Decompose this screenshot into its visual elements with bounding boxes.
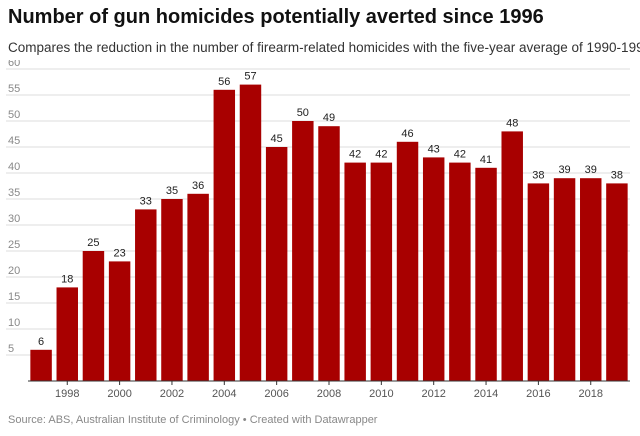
bar	[239, 84, 262, 381]
bar	[606, 183, 628, 381]
bar	[161, 199, 183, 381]
data-label: 42	[349, 149, 361, 161]
data-label: 38	[532, 169, 544, 181]
bar	[135, 209, 157, 381]
x-tick-label: 2002	[160, 388, 184, 400]
data-label: 25	[87, 237, 99, 249]
x-tick-label: 2006	[264, 388, 288, 400]
y-tick-label: 15	[8, 291, 20, 303]
x-tick-label: 2008	[317, 388, 341, 400]
bar	[318, 126, 340, 381]
bar	[422, 157, 445, 381]
source-note: Source: ABS, Australian Institute of Cri…	[8, 414, 378, 426]
bar	[553, 178, 576, 381]
data-label: 23	[113, 247, 125, 259]
bar	[265, 147, 288, 381]
x-tick-label: 2014	[474, 388, 498, 400]
y-tick-label: 20	[8, 265, 20, 277]
data-label: 41	[480, 154, 492, 166]
data-label: 45	[271, 133, 283, 145]
bar	[501, 131, 523, 381]
y-tick-label: 30	[8, 213, 20, 225]
bar	[475, 167, 497, 381]
y-tick-label: 10	[8, 317, 20, 329]
x-tick-label: 2010	[369, 388, 393, 400]
bar	[56, 287, 78, 381]
bar	[580, 178, 602, 381]
data-label: 18	[61, 273, 73, 285]
y-tick-label: 55	[8, 83, 20, 95]
data-label: 46	[401, 128, 413, 140]
bar	[30, 349, 52, 381]
bar	[292, 121, 314, 381]
x-tick-label: 2000	[107, 388, 131, 400]
data-label: 38	[611, 169, 623, 181]
x-tick-label: 2012	[421, 388, 445, 400]
data-label: 48	[506, 117, 518, 129]
data-label: 39	[558, 164, 570, 176]
y-tick-label: 60	[8, 60, 20, 69]
y-tick-label: 35	[8, 187, 20, 199]
data-label: 35	[166, 185, 178, 197]
y-tick-label: 25	[8, 239, 20, 251]
y-tick-label: 40	[8, 161, 20, 173]
y-tick-label: 45	[8, 135, 20, 147]
y-tick-label: 5	[8, 343, 14, 355]
x-tick-label: 2016	[526, 388, 550, 400]
chart-subtitle: Compares the reduction in the number of …	[8, 40, 640, 55]
bar	[82, 251, 105, 381]
data-label: 39	[585, 164, 597, 176]
data-label: 6	[38, 336, 44, 348]
bar	[527, 183, 550, 381]
data-label: 57	[244, 71, 256, 83]
data-label: 50	[297, 107, 309, 119]
bar	[213, 89, 236, 382]
x-tick-label: 1998	[55, 388, 79, 400]
data-label: 56	[218, 76, 230, 88]
bar	[370, 162, 393, 381]
data-label: 42	[375, 149, 387, 161]
data-label: 36	[192, 180, 204, 192]
bar	[396, 141, 419, 381]
x-tick-label: 2018	[578, 388, 602, 400]
data-label: 33	[140, 195, 152, 207]
bar	[344, 162, 366, 381]
data-label: 49	[323, 112, 335, 124]
chart-title: Number of gun homicides potentially aver…	[8, 6, 544, 28]
data-label: 42	[454, 149, 466, 161]
y-tick-label: 50	[8, 109, 20, 121]
bar	[108, 261, 131, 381]
bar	[187, 193, 209, 381]
bar	[449, 162, 471, 381]
bar-chart: 5 10 15 20 25 30 35 40 45 50 55 60 6 18 25 23 33 35 36 56 57…	[6, 60, 630, 400]
x-tick-label: 2004	[212, 388, 236, 400]
data-label: 43	[428, 143, 440, 155]
